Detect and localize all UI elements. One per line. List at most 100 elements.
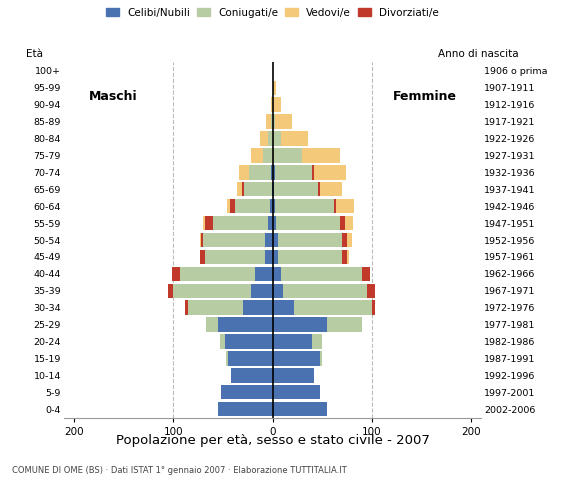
Bar xyxy=(203,233,264,247)
Bar xyxy=(278,233,342,247)
Bar xyxy=(260,132,267,146)
Bar xyxy=(273,216,275,230)
Bar xyxy=(276,216,340,230)
Bar xyxy=(313,334,322,348)
Bar xyxy=(220,334,225,348)
Bar xyxy=(221,385,273,399)
Bar xyxy=(168,284,173,298)
Bar xyxy=(271,182,273,196)
Bar xyxy=(188,300,243,315)
Bar xyxy=(251,284,273,298)
Bar xyxy=(334,199,336,213)
Bar xyxy=(273,114,274,129)
Bar xyxy=(342,250,347,264)
Bar xyxy=(206,317,218,332)
Bar xyxy=(273,165,274,180)
Bar xyxy=(372,300,375,315)
Bar xyxy=(273,300,295,315)
Bar xyxy=(340,216,345,230)
Bar xyxy=(327,317,362,332)
Bar xyxy=(239,165,249,180)
Bar xyxy=(264,250,273,264)
Bar xyxy=(218,402,273,416)
Bar xyxy=(320,182,342,196)
Bar xyxy=(203,216,205,230)
Bar xyxy=(271,97,273,112)
Bar xyxy=(273,284,282,298)
Bar xyxy=(273,148,302,163)
Text: Maschi: Maschi xyxy=(89,90,137,103)
Bar xyxy=(225,334,273,348)
Bar xyxy=(200,233,201,247)
Bar xyxy=(271,165,273,180)
Bar xyxy=(270,199,273,213)
Bar xyxy=(273,317,327,332)
Bar xyxy=(180,267,255,281)
Bar xyxy=(266,114,271,129)
Bar xyxy=(251,148,263,163)
Text: Femmine: Femmine xyxy=(393,90,456,103)
Bar xyxy=(282,284,367,298)
Bar xyxy=(274,199,334,213)
Bar xyxy=(273,351,320,366)
Bar xyxy=(314,165,346,180)
Bar xyxy=(249,165,271,180)
Bar xyxy=(347,250,349,264)
Bar xyxy=(235,199,270,213)
Bar xyxy=(273,199,274,213)
Legend: Celibi/Nubili, Coniugati/e, Vedovi/e, Divorziati/e: Celibi/Nubili, Coniugati/e, Vedovi/e, Di… xyxy=(106,8,439,18)
Bar xyxy=(281,267,362,281)
Bar xyxy=(264,233,273,247)
Bar xyxy=(213,216,267,230)
Bar xyxy=(205,216,213,230)
Bar xyxy=(273,182,274,196)
Bar xyxy=(273,368,314,383)
Bar xyxy=(273,233,278,247)
Bar xyxy=(237,182,242,196)
Bar xyxy=(255,267,273,281)
Bar xyxy=(273,334,313,348)
Bar xyxy=(173,284,251,298)
Bar xyxy=(273,132,281,146)
Text: Anno di nascita: Anno di nascita xyxy=(438,49,519,59)
Bar xyxy=(273,385,320,399)
Bar xyxy=(267,132,273,146)
Bar xyxy=(274,165,313,180)
Bar xyxy=(345,216,353,230)
Bar xyxy=(342,233,347,247)
Text: Popolazione per età, sesso e stato civile - 2007: Popolazione per età, sesso e stato civil… xyxy=(115,434,430,447)
Bar xyxy=(228,351,273,366)
Bar xyxy=(242,182,244,196)
Bar xyxy=(185,300,188,315)
Bar xyxy=(274,114,292,129)
Bar xyxy=(263,148,273,163)
Bar xyxy=(367,284,375,298)
Bar xyxy=(231,368,273,383)
Bar xyxy=(267,216,273,230)
Bar xyxy=(273,250,278,264)
Bar xyxy=(318,182,320,196)
Bar xyxy=(201,233,203,247)
Bar xyxy=(313,165,314,180)
Bar xyxy=(273,267,281,281)
Bar xyxy=(320,351,322,366)
Bar xyxy=(172,267,180,281)
Bar xyxy=(200,250,205,264)
Bar xyxy=(230,199,235,213)
Bar xyxy=(274,182,318,196)
Bar xyxy=(218,317,273,332)
Bar xyxy=(336,199,354,213)
Bar xyxy=(205,250,264,264)
Bar xyxy=(347,233,352,247)
Text: Età: Età xyxy=(26,49,44,59)
Bar xyxy=(227,199,230,213)
Bar xyxy=(226,351,228,366)
Bar xyxy=(302,148,340,163)
Bar xyxy=(273,81,275,95)
Bar xyxy=(273,402,327,416)
Bar xyxy=(243,300,273,315)
Bar xyxy=(271,114,273,129)
Bar xyxy=(281,132,309,146)
Bar xyxy=(244,182,271,196)
Text: COMUNE DI OME (BS) · Dati ISTAT 1° gennaio 2007 · Elaborazione TUTTITALIA.IT: COMUNE DI OME (BS) · Dati ISTAT 1° genna… xyxy=(12,466,346,475)
